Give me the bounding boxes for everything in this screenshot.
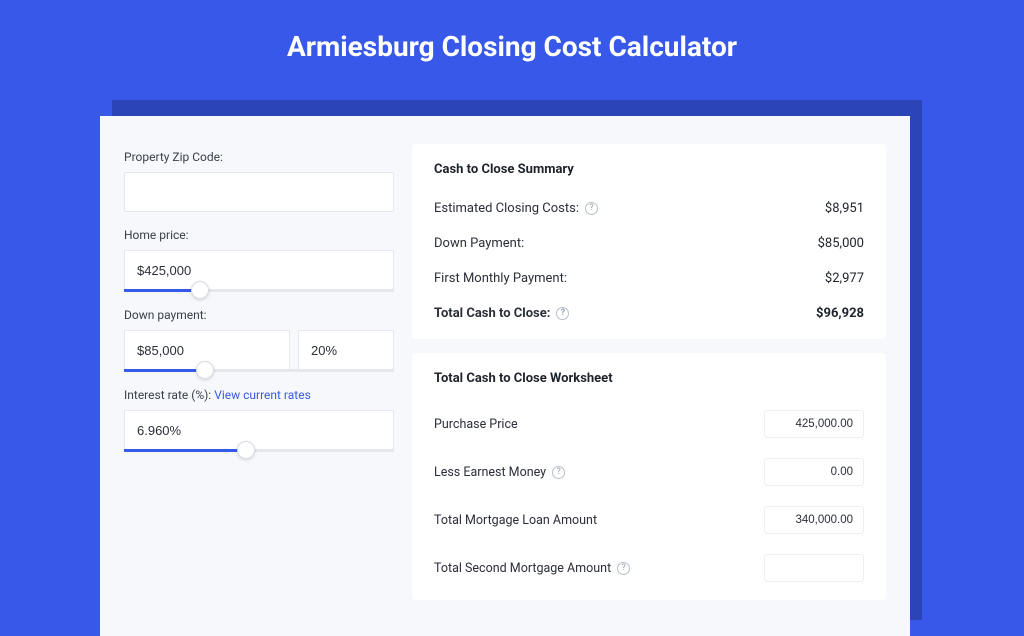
home-price-slider-wrap (124, 250, 394, 292)
label-text: Purchase Price (434, 417, 518, 432)
summary-value: $8,951 (825, 201, 864, 216)
label-text: First Monthly Payment: (434, 271, 567, 286)
down-payment-pct-input[interactable] (298, 330, 394, 370)
help-icon[interactable]: ? (552, 466, 565, 479)
down-payment-slider[interactable] (124, 369, 394, 372)
zip-input[interactable] (124, 172, 394, 212)
worksheet-row-purchase-price: Purchase Price (434, 400, 864, 448)
field-zip: Property Zip Code: (124, 150, 394, 212)
ws-input-mortgage-amount[interactable] (764, 506, 864, 534)
zip-label: Property Zip Code: (124, 150, 394, 164)
summary-row-total: Total Cash to Close: ? $96,928 (434, 296, 864, 331)
ws-label: Purchase Price (434, 417, 518, 432)
slider-thumb[interactable] (191, 281, 209, 299)
slider-fill (124, 369, 205, 372)
summary-title: Cash to Close Summary (434, 162, 864, 177)
summary-row-closing-costs: Estimated Closing Costs: ? $8,951 (434, 191, 864, 226)
summary-label: Down Payment: (434, 236, 524, 251)
view-rates-link[interactable]: View current rates (214, 388, 311, 402)
label-text: Total Cash to Close: (434, 306, 550, 321)
worksheet-row-second-mortgage: Total Second Mortgage Amount ? (434, 544, 864, 592)
field-home-price: Home price: (124, 228, 394, 292)
label-text: Less Earnest Money (434, 465, 546, 480)
page-title: Armiesburg Closing Cost Calculator (0, 0, 1024, 91)
home-price-input[interactable] (124, 250, 394, 290)
ws-label: Total Second Mortgage Amount ? (434, 561, 630, 576)
field-interest-rate: Interest rate (%): View current rates (124, 388, 394, 452)
inputs-column: Property Zip Code: Home price: Down paym… (124, 144, 394, 608)
ws-input-earnest-money[interactable] (764, 458, 864, 486)
summary-panel: Cash to Close Summary Estimated Closing … (412, 144, 886, 339)
label-text: Total Second Mortgage Amount (434, 561, 611, 576)
summary-total-value: $96,928 (816, 306, 864, 321)
results-column: Cash to Close Summary Estimated Closing … (412, 144, 886, 608)
worksheet-row-earnest-money: Less Earnest Money ? (434, 448, 864, 496)
down-payment-label: Down payment: (124, 308, 394, 322)
summary-label: Estimated Closing Costs: ? (434, 201, 598, 216)
worksheet-panel: Total Cash to Close Worksheet Purchase P… (412, 353, 886, 600)
slider-fill (124, 449, 246, 452)
interest-slider[interactable] (124, 449, 394, 452)
label-text: Total Mortgage Loan Amount (434, 513, 597, 528)
summary-row-down-payment: Down Payment: $85,000 (434, 226, 864, 261)
calculator-card: Property Zip Code: Home price: Down paym… (100, 116, 910, 636)
interest-label-row: Interest rate (%): View current rates (124, 388, 394, 402)
worksheet-title: Total Cash to Close Worksheet (434, 371, 864, 386)
help-icon[interactable]: ? (585, 202, 598, 215)
label-text: Estimated Closing Costs: (434, 201, 579, 216)
summary-total-label: Total Cash to Close: ? (434, 306, 569, 321)
interest-input[interactable] (124, 410, 394, 450)
slider-fill (124, 289, 200, 292)
slider-thumb[interactable] (237, 441, 255, 459)
field-down-payment: Down payment: (124, 308, 394, 372)
ws-label: Total Mortgage Loan Amount (434, 513, 597, 528)
ws-label: Less Earnest Money ? (434, 465, 565, 480)
home-price-label: Home price: (124, 228, 394, 242)
interest-label: Interest rate (%): (124, 388, 211, 402)
label-text: Down Payment: (434, 236, 524, 251)
summary-row-first-payment: First Monthly Payment: $2,977 (434, 261, 864, 296)
help-icon[interactable]: ? (617, 562, 630, 575)
home-price-slider[interactable] (124, 289, 394, 292)
help-icon[interactable]: ? (556, 307, 569, 320)
ws-input-purchase-price[interactable] (764, 410, 864, 438)
interest-slider-wrap (124, 410, 394, 452)
slider-thumb[interactable] (196, 361, 214, 379)
summary-value: $2,977 (825, 271, 864, 286)
ws-input-second-mortgage[interactable] (764, 554, 864, 582)
down-payment-slider-wrap (124, 330, 394, 372)
summary-value: $85,000 (818, 236, 864, 251)
worksheet-row-mortgage-amount: Total Mortgage Loan Amount (434, 496, 864, 544)
summary-label: First Monthly Payment: (434, 271, 567, 286)
